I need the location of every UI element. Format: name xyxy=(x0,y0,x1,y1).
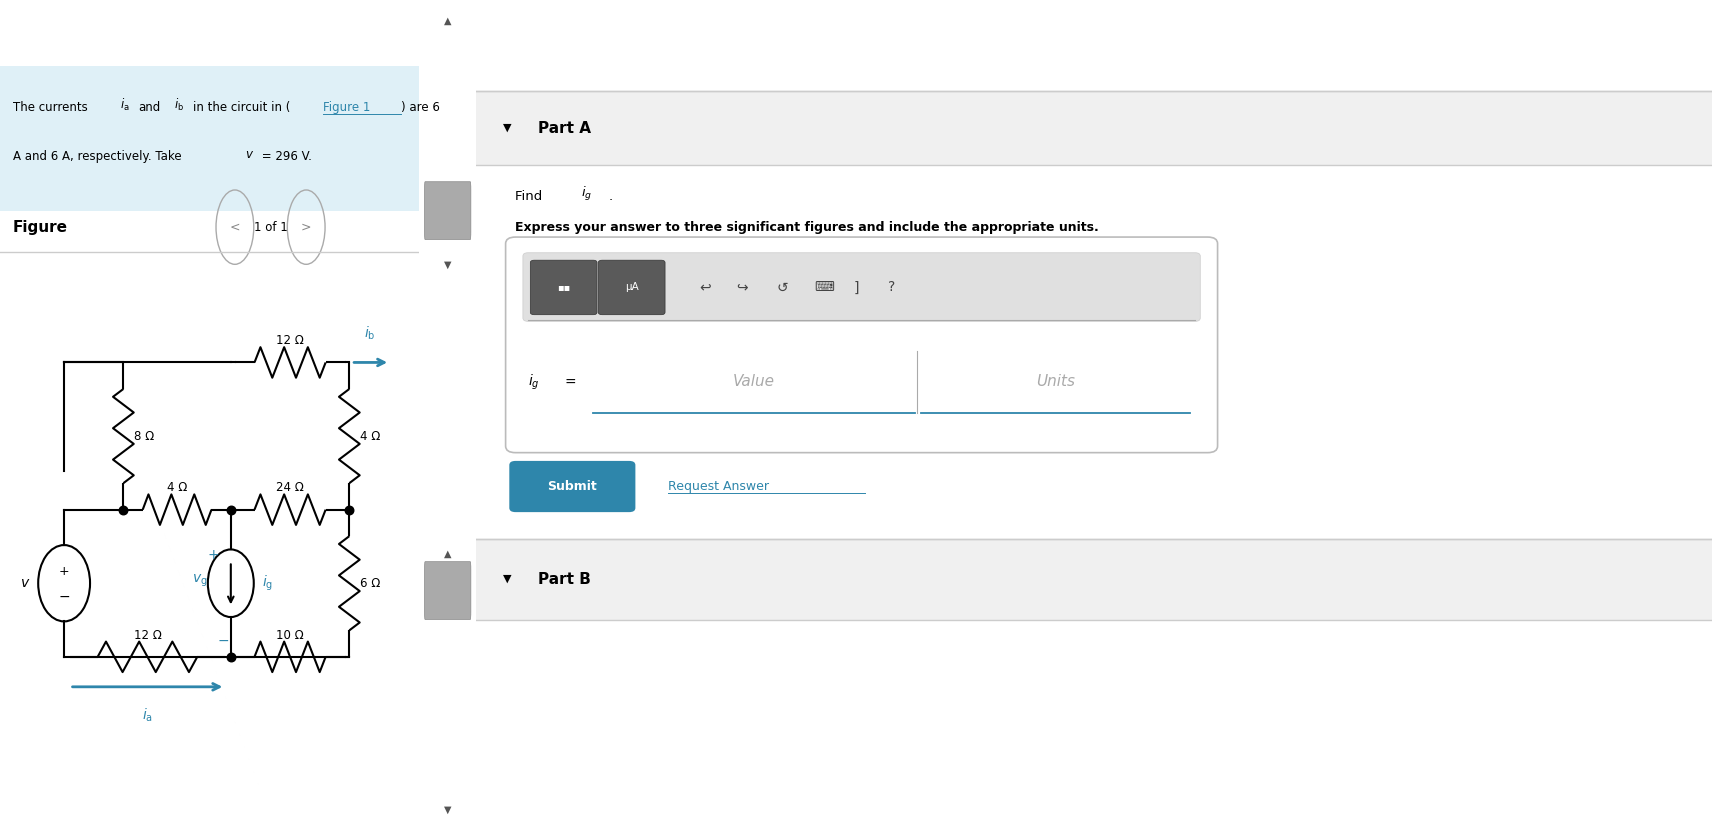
FancyBboxPatch shape xyxy=(531,260,597,315)
Text: −: − xyxy=(58,590,70,604)
Text: Part A: Part A xyxy=(538,121,591,135)
Text: <: < xyxy=(229,221,240,234)
Text: Figure 1: Figure 1 xyxy=(324,101,370,114)
Text: 10 Ω: 10 Ω xyxy=(276,629,305,642)
Text: −: − xyxy=(217,634,229,648)
Text: Units: Units xyxy=(1036,374,1075,389)
Text: Value: Value xyxy=(733,374,776,389)
Text: 4 Ω: 4 Ω xyxy=(360,430,380,443)
FancyBboxPatch shape xyxy=(476,91,1712,165)
Text: ?: ? xyxy=(887,281,895,294)
Text: 12 Ω: 12 Ω xyxy=(134,629,161,642)
FancyBboxPatch shape xyxy=(597,260,664,315)
Text: $i_g$: $i_g$ xyxy=(580,185,592,203)
Text: Figure: Figure xyxy=(12,220,67,235)
FancyBboxPatch shape xyxy=(0,66,419,211)
Text: in the circuit in (: in the circuit in ( xyxy=(193,101,291,114)
Text: =: = xyxy=(565,376,577,389)
Point xyxy=(336,503,363,516)
FancyBboxPatch shape xyxy=(425,182,471,240)
Text: ↪: ↪ xyxy=(736,281,748,294)
Text: $i_\mathrm{g}$: $i_\mathrm{g}$ xyxy=(262,573,274,593)
Text: 4 Ω: 4 Ω xyxy=(166,482,187,495)
Text: A and 6 A, respectively. Take: A and 6 A, respectively. Take xyxy=(12,150,185,164)
FancyBboxPatch shape xyxy=(425,562,471,620)
Text: Part B: Part B xyxy=(538,572,591,586)
Text: ▼: ▼ xyxy=(503,574,512,584)
Text: μA: μA xyxy=(625,282,639,292)
Text: = 296 V.: = 296 V. xyxy=(259,150,312,164)
Text: +: + xyxy=(207,548,219,562)
Text: Find: Find xyxy=(515,190,548,203)
Text: $v$: $v$ xyxy=(21,577,31,591)
Point xyxy=(217,503,245,516)
Text: $i_\mathrm{a}$: $i_\mathrm{a}$ xyxy=(142,707,152,724)
FancyBboxPatch shape xyxy=(505,237,1217,453)
Text: $i_g$: $i_g$ xyxy=(527,373,539,392)
FancyBboxPatch shape xyxy=(522,253,1200,321)
Text: ▪▪: ▪▪ xyxy=(556,282,570,292)
Text: ▼: ▼ xyxy=(443,805,452,814)
Text: ▼: ▼ xyxy=(443,259,452,269)
Text: >: > xyxy=(301,221,312,234)
Text: Express your answer to three significant figures and include the appropriate uni: Express your answer to three significant… xyxy=(515,221,1099,234)
Text: Submit: Submit xyxy=(548,480,597,493)
Text: The currents: The currents xyxy=(12,101,91,114)
Text: 12 Ω: 12 Ω xyxy=(276,335,305,347)
Text: +: + xyxy=(58,565,70,577)
Text: ▲: ▲ xyxy=(443,16,452,26)
Text: .: . xyxy=(608,190,613,203)
Point xyxy=(110,503,137,516)
Text: ⌨: ⌨ xyxy=(815,281,834,294)
Point xyxy=(110,356,137,369)
Text: $i_\mathrm{a}$: $i_\mathrm{a}$ xyxy=(120,97,128,113)
Point xyxy=(217,650,245,663)
Text: ↩: ↩ xyxy=(698,281,710,294)
FancyBboxPatch shape xyxy=(476,539,1712,620)
Text: 8 Ω: 8 Ω xyxy=(134,430,154,443)
FancyBboxPatch shape xyxy=(508,461,635,512)
Text: 1 of 1: 1 of 1 xyxy=(253,221,288,234)
Text: ▲: ▲ xyxy=(443,548,452,558)
Text: ]: ] xyxy=(854,281,859,294)
Text: ) are 6: ) are 6 xyxy=(401,101,440,114)
Text: $v_\mathrm{g}$: $v_\mathrm{g}$ xyxy=(192,572,207,589)
Text: $v$: $v$ xyxy=(245,148,255,161)
Text: 24 Ω: 24 Ω xyxy=(276,482,305,495)
Text: ↺: ↺ xyxy=(777,281,788,294)
Text: Request Answer: Request Answer xyxy=(668,480,769,493)
Text: $i_\mathrm{b}$: $i_\mathrm{b}$ xyxy=(365,325,375,342)
Text: ▼: ▼ xyxy=(503,123,512,133)
Text: and: and xyxy=(139,101,161,114)
Text: 6 Ω: 6 Ω xyxy=(360,577,380,590)
Text: $i_\mathrm{b}$: $i_\mathrm{b}$ xyxy=(175,97,185,113)
